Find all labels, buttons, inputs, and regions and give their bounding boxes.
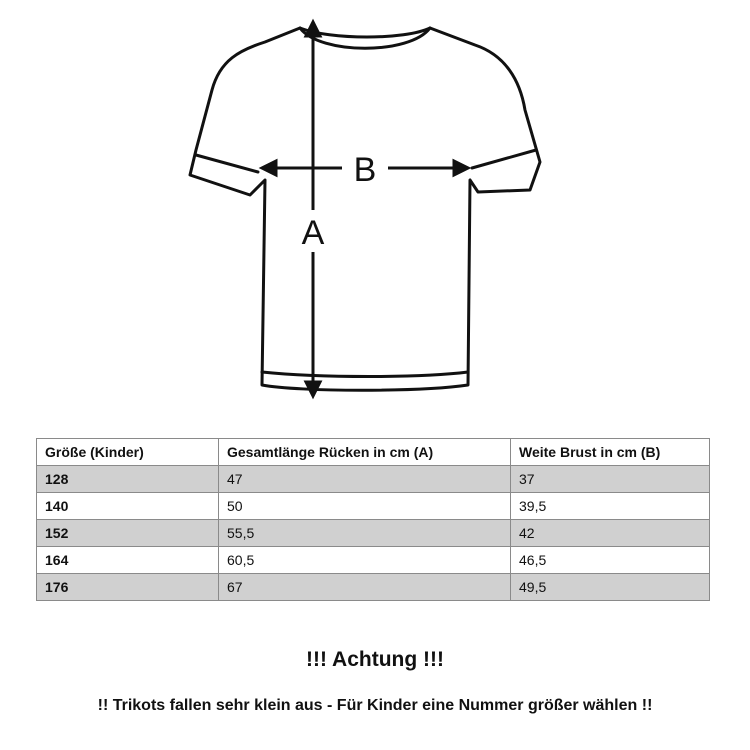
table-row: 164 60,5 46,5 <box>36 546 710 574</box>
cell-size: 140 <box>36 492 219 520</box>
label-a: A <box>302 214 325 252</box>
cell-size: 164 <box>36 546 219 574</box>
header-chest: Weite Brust in cm (B) <box>510 438 710 466</box>
table-row: 140 50 39,5 <box>36 492 710 520</box>
header-length: Gesamtlänge Rücken in cm (A) <box>218 438 511 466</box>
cell-length: 55,5 <box>218 519 511 547</box>
tshirt-outline <box>188 26 542 392</box>
cell-length: 60,5 <box>218 546 511 574</box>
cell-chest: 42 <box>510 519 710 547</box>
body-hem <box>260 370 470 378</box>
cell-chest: 49,5 <box>510 573 710 601</box>
cell-chest: 37 <box>510 465 710 493</box>
sleeve-hem-right <box>470 148 538 170</box>
table-row: 176 67 49,5 <box>36 573 710 601</box>
header-size: Größe (Kinder) <box>36 438 219 466</box>
arrow-b-head-right <box>452 158 472 178</box>
size-table: Größe (Kinder) Gesamtlänge Rücken in cm … <box>36 438 710 601</box>
cell-chest: 39,5 <box>510 492 710 520</box>
arrow-a-head-top <box>303 18 323 38</box>
table-header-row: Größe (Kinder) Gesamtlänge Rücken in cm … <box>36 438 710 466</box>
sleeve-hem-left <box>194 153 260 174</box>
arrow-a-head-bottom <box>303 380 323 400</box>
cell-size: 176 <box>36 573 219 601</box>
table-row: 128 47 37 <box>36 465 710 493</box>
cell-chest: 46,5 <box>510 546 710 574</box>
cell-size: 128 <box>36 465 219 493</box>
label-b: B <box>354 151 377 189</box>
cell-length: 67 <box>218 573 511 601</box>
notice-text: !! Trikots fallen sehr klein aus - Für K… <box>97 697 653 714</box>
table-row: 152 55,5 42 <box>36 519 710 547</box>
arrow-b-head-left <box>258 158 278 178</box>
tshirt-diagram: B A <box>188 18 542 400</box>
cell-length: 47 <box>218 465 511 493</box>
cell-length: 50 <box>218 492 511 520</box>
notice-title: !!! Achtung !!! <box>306 648 444 671</box>
cell-size: 152 <box>36 519 219 547</box>
